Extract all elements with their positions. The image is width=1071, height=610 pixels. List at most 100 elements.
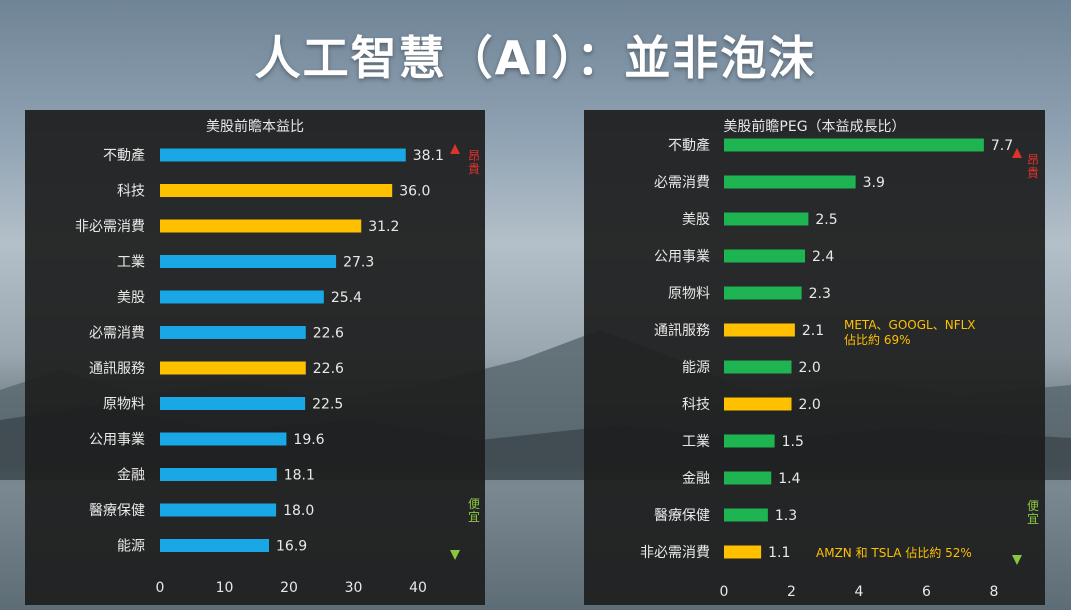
bar bbox=[160, 290, 324, 304]
x-tick-label: 0 bbox=[720, 584, 729, 600]
category-label: 醫療保健 bbox=[654, 507, 710, 524]
cheap-label: 便宜 bbox=[467, 497, 480, 524]
category-label: 通訊服務 bbox=[654, 323, 710, 339]
bar bbox=[160, 326, 306, 339]
value-label: 16.9 bbox=[276, 539, 307, 555]
category-label: 科技 bbox=[117, 184, 145, 200]
value-label: 22.5 bbox=[312, 397, 343, 413]
category-label: 美股 bbox=[682, 212, 710, 228]
category-label: 能源 bbox=[117, 539, 145, 555]
arrow-head-down bbox=[450, 550, 460, 560]
x-tick-label: 0 bbox=[156, 580, 165, 596]
bar bbox=[724, 471, 772, 485]
bar bbox=[724, 175, 856, 189]
bar bbox=[724, 323, 795, 337]
expensive-label: 昂貴 bbox=[467, 149, 480, 176]
bar bbox=[724, 286, 802, 300]
value-label: 1.4 bbox=[778, 471, 800, 487]
value-label: 2.5 bbox=[815, 212, 837, 228]
category-label: 原物料 bbox=[103, 397, 145, 413]
value-label: 2.0 bbox=[799, 397, 821, 413]
bar bbox=[724, 397, 792, 411]
arrow-head-down bbox=[1012, 555, 1022, 565]
bar bbox=[724, 434, 775, 448]
peg-chart-title: 美股前瞻PEG（本益成長比） bbox=[723, 119, 906, 135]
category-label: 公用事業 bbox=[654, 249, 710, 265]
annotation-line: AMZN 和 TSLA 佔比約 52% bbox=[816, 546, 972, 560]
category-label: 不動產 bbox=[103, 147, 145, 164]
bar bbox=[724, 212, 809, 226]
category-label: 必需消費 bbox=[654, 175, 710, 191]
category-label: 非必需消費 bbox=[75, 219, 145, 235]
bar bbox=[724, 138, 984, 152]
value-label: 36.0 bbox=[399, 184, 430, 200]
value-label: 31.2 bbox=[368, 219, 399, 235]
value-label: 2.0 bbox=[799, 360, 821, 376]
value-label: 2.3 bbox=[809, 286, 831, 302]
value-label: 1.5 bbox=[782, 434, 804, 450]
category-label: 通訊服務 bbox=[89, 361, 145, 377]
category-label: 公用事業 bbox=[89, 432, 145, 448]
value-label: 22.6 bbox=[313, 326, 344, 342]
page-title: 人工智慧（AI）：並非泡沫 bbox=[254, 31, 817, 85]
value-label: 22.6 bbox=[313, 361, 344, 377]
bar bbox=[160, 148, 406, 162]
x-tick-label: 2 bbox=[787, 584, 796, 600]
category-label: 工業 bbox=[682, 434, 710, 450]
pe-ratio-chart-panel: 不動產 38.1 科技 36.0 非必需消費 31.2 工業 27.3 美股 25.4 必需消費 22… bbox=[25, 110, 485, 605]
category-label: 非必需消費 bbox=[640, 545, 710, 561]
value-label: 3.9 bbox=[863, 175, 885, 191]
x-tick-label: 30 bbox=[345, 580, 363, 596]
bar bbox=[160, 468, 277, 481]
cheap-label: 便宜 bbox=[1026, 499, 1039, 526]
x-tick-label: 20 bbox=[280, 580, 298, 596]
expensive-label: 昂貴 bbox=[1026, 153, 1039, 180]
bar bbox=[160, 503, 277, 517]
peg-ratio-chart-panel: 不動產 7.7 必需消費 3.9 美股 2.5 公用事業 2.4 原物料 2.3 通訊服務 2.1 能源… bbox=[584, 110, 1045, 605]
bar bbox=[724, 360, 792, 374]
value-label: 19.6 bbox=[293, 432, 324, 448]
bar bbox=[160, 432, 287, 446]
annotation-line: 佔比約 69% bbox=[844, 333, 911, 347]
peg-ratio-chart: 不動產 7.7 必需消費 3.9 美股 2.5 公用事業 2.4 原物料 2.3 通訊服務 2.1 能源… bbox=[640, 137, 1022, 600]
bar bbox=[724, 508, 768, 522]
bar bbox=[160, 255, 337, 268]
pe-ratio-chart: 不動產 38.1 科技 36.0 非必需消費 31.2 工業 27.3 美股 25.4 必需消費 22… bbox=[75, 144, 460, 596]
bar bbox=[160, 219, 362, 233]
category-label: 工業 bbox=[117, 255, 145, 271]
value-label: 1.1 bbox=[768, 545, 790, 561]
category-label: 必需消費 bbox=[89, 326, 145, 342]
value-label: 38.1 bbox=[413, 148, 444, 164]
value-label: 2.4 bbox=[812, 249, 834, 265]
x-tick-label: 40 bbox=[409, 580, 427, 596]
x-tick-label: 10 bbox=[216, 580, 234, 596]
category-label: 不動產 bbox=[668, 137, 710, 154]
arrow-head-up bbox=[1012, 148, 1022, 158]
x-tick-label: 6 bbox=[922, 584, 931, 600]
bar bbox=[160, 361, 306, 375]
category-label: 醫療保健 bbox=[89, 502, 145, 519]
x-tick-label: 4 bbox=[855, 584, 864, 600]
category-label: 美股 bbox=[117, 290, 145, 306]
bar bbox=[160, 539, 270, 552]
annotation-line: META、GOOGL、NFLX bbox=[844, 318, 976, 332]
annotation-communication: META、GOOGL、NFLX 佔比約 69% bbox=[844, 318, 976, 348]
annotation-consumer-discretionary: AMZN 和 TSLA 佔比約 52% bbox=[816, 546, 972, 561]
value-label: 18.1 bbox=[284, 468, 315, 484]
value-label: 2.1 bbox=[802, 323, 824, 339]
category-label: 能源 bbox=[682, 360, 710, 376]
category-label: 原物料 bbox=[668, 286, 710, 302]
pe-chart-title: 美股前瞻本益比 bbox=[206, 119, 304, 135]
bar bbox=[160, 184, 393, 197]
value-label: 25.4 bbox=[331, 290, 362, 306]
bar bbox=[160, 397, 306, 410]
value-label: 18.0 bbox=[283, 503, 314, 519]
bar bbox=[724, 545, 762, 559]
category-label: 科技 bbox=[682, 397, 710, 413]
x-tick-label: 8 bbox=[990, 584, 999, 600]
arrow-head-up bbox=[450, 144, 460, 154]
value-label: 27.3 bbox=[343, 255, 374, 271]
value-label: 7.7 bbox=[991, 138, 1013, 154]
category-label: 金融 bbox=[117, 468, 145, 484]
value-label: 1.3 bbox=[775, 508, 797, 524]
